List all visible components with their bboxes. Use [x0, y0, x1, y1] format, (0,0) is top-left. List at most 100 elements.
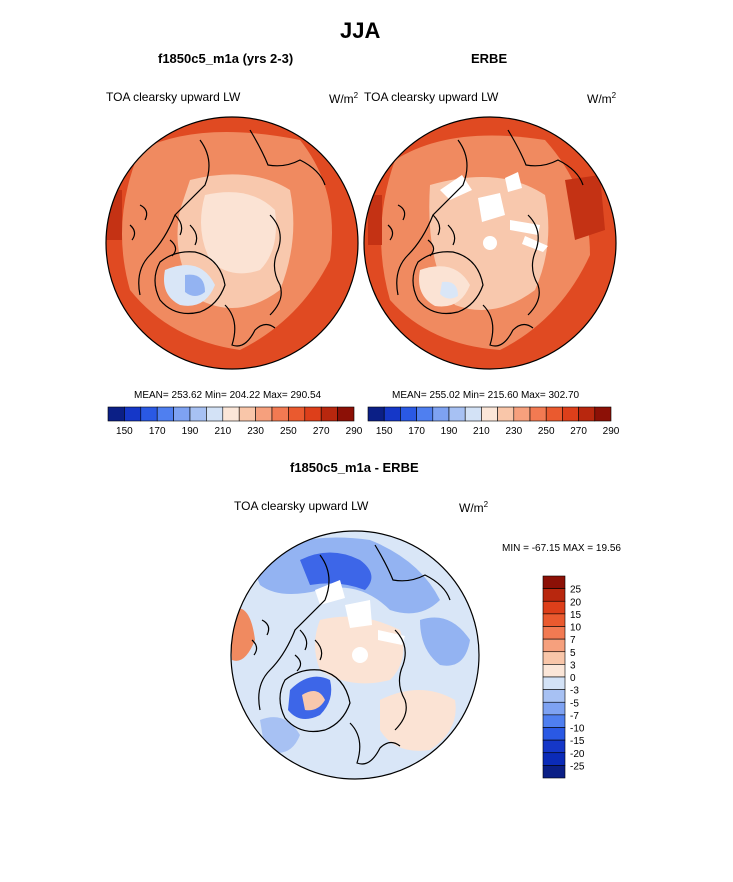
colorbar-tick-label: 290 — [346, 426, 363, 437]
left-units-label: W/m2 — [329, 91, 359, 106]
left-stats: MEAN= 253.62 Min= 204.22 Max= 290.54 — [134, 390, 322, 401]
colorbar-swatch — [542, 664, 566, 678]
colorbar-swatch — [481, 406, 498, 422]
colorbar-swatch — [542, 638, 566, 653]
colorbar-tick-label: 250 — [538, 426, 555, 437]
colorbar-tick-label: 250 — [280, 426, 297, 437]
colorbar-tick-label: 0 — [570, 673, 576, 684]
coastline-path — [258, 554, 330, 711]
colorbar-swatch — [189, 406, 207, 422]
coastline-path — [249, 129, 326, 186]
coastline-path — [507, 129, 584, 186]
left-variable-label: TOA clearsky upward LW — [106, 90, 241, 104]
missing-data-wedge — [505, 172, 522, 192]
colorbar-tick-label: 230 — [247, 426, 264, 437]
colorbar-swatch — [542, 651, 566, 665]
colorbar-swatch — [542, 600, 566, 615]
colorbar-swatch — [513, 406, 531, 422]
colorbar-tick-label: 20 — [570, 597, 582, 608]
colorbar-tick-label: 190 — [182, 426, 199, 437]
left-panel-title: f1850c5_m1a (yrs 2-3) — [158, 51, 294, 66]
map-field-edge-dark — [368, 195, 382, 245]
right-colorbar: 150 170 190 210 230 250 270 290 — [367, 406, 620, 437]
colorbar-swatch — [107, 406, 125, 422]
colorbar-swatch — [124, 406, 142, 422]
missing-data-wedge — [478, 193, 505, 222]
missing-data-pole — [352, 647, 368, 663]
colorbar-swatch — [304, 406, 322, 422]
colorbar-tick-label: 10 — [570, 623, 582, 634]
difference-units-label: W/m2 — [459, 500, 489, 515]
map-field-warm-pale — [380, 690, 456, 751]
coastline-islands — [169, 214, 198, 257]
colorbar-swatch — [562, 406, 579, 422]
colorbar-tick-label: 270 — [313, 426, 330, 437]
colorbar-swatch — [156, 406, 174, 422]
colorbar-swatch — [542, 613, 566, 627]
colorbar-tick-label: 190 — [441, 426, 458, 437]
difference-variable-label: TOA clearsky upward LW — [234, 499, 369, 513]
colorbar-swatch — [383, 406, 401, 422]
colorbar-tick-label: 210 — [214, 426, 231, 437]
colorbar-swatch — [542, 701, 566, 716]
colorbar-tick-label: 210 — [473, 426, 490, 437]
colorbar-tick-label: 230 — [505, 426, 522, 437]
missing-data-wedge — [522, 236, 548, 252]
missing-data-wedges — [440, 172, 548, 252]
colorbar-swatch — [140, 406, 158, 422]
colorbar-swatch — [432, 406, 450, 422]
coastline-path — [394, 629, 407, 731]
colorbar-swatch — [288, 406, 306, 422]
difference-coastlines — [251, 544, 451, 765]
colorbar-swatch — [542, 575, 566, 589]
colorbar-swatch — [545, 406, 563, 422]
difference-minmax: MIN = -67.15 MAX = 19.56 — [502, 543, 621, 554]
missing-data-wedge — [510, 220, 540, 235]
coastline-path — [349, 722, 401, 765]
colorbar-tick-label: 170 — [149, 426, 166, 437]
colorbar-swatch — [320, 406, 338, 422]
left-coastlines — [129, 129, 326, 347]
right-map-border — [363, 116, 617, 370]
difference-map-border — [230, 530, 480, 780]
colorbar-swatch — [337, 406, 355, 422]
colorbar-swatch — [173, 406, 191, 422]
colorbar-tick-label: 170 — [408, 426, 425, 437]
colorbar-tick-label: -15 — [570, 736, 585, 747]
colorbar-swatch — [416, 406, 434, 422]
colorbar-swatch — [542, 626, 566, 640]
missing-data-wedge — [378, 630, 405, 645]
missing-data-wedge — [345, 600, 372, 628]
difference-polar-map — [231, 531, 479, 779]
colorbar-swatch — [367, 406, 385, 422]
colorbar-swatch — [238, 406, 256, 422]
figure-title: JJA — [340, 18, 381, 43]
right-polar-map — [364, 117, 616, 369]
missing-data-wedges — [315, 580, 405, 663]
colorbar-tick-label: -5 — [570, 698, 579, 709]
colorbar-swatch — [497, 406, 515, 422]
colorbar-swatch — [529, 406, 547, 422]
colorbar-swatch — [542, 588, 566, 602]
left-polar-map — [106, 117, 358, 369]
colorbar-tick-label: 290 — [603, 426, 620, 437]
colorbar-swatch — [594, 406, 612, 422]
colorbar-tick-label: 7 — [570, 635, 576, 646]
colorbar-swatch — [542, 714, 566, 728]
colorbar-swatch — [206, 406, 224, 422]
coastline-path — [269, 214, 282, 316]
map-field-warm-light — [302, 691, 325, 711]
colorbar-tick-label: 5 — [570, 648, 576, 659]
map-field-cool-light — [260, 717, 300, 753]
left-map-border — [105, 116, 359, 370]
map-field-greenland-cool — [440, 281, 458, 299]
colorbar-tick-label: 150 — [116, 426, 133, 437]
left-colorbar: 150 170 190 210 230 250 270 290 — [107, 406, 363, 437]
colorbar-swatch — [271, 406, 289, 422]
map-field-cool-mid — [420, 617, 470, 666]
coastline-greenland — [412, 251, 484, 315]
right-panel-title: ERBE — [471, 51, 508, 66]
missing-data-pole — [483, 236, 497, 250]
coastline-islands — [427, 214, 456, 257]
